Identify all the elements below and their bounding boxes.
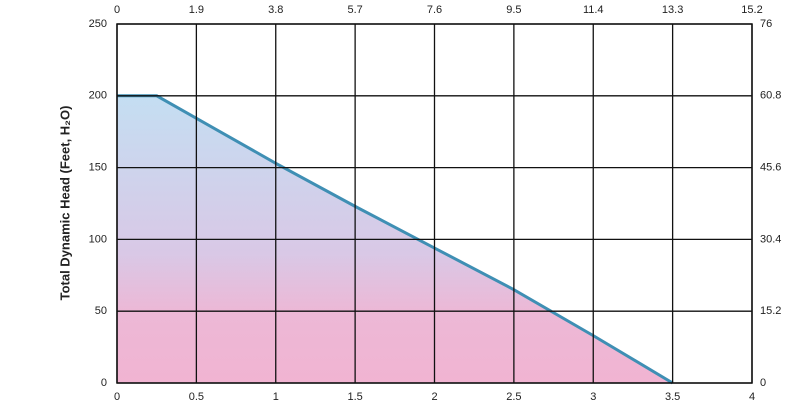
x-tick-label: 3 (590, 391, 596, 403)
x-tick-label: 2.5 (506, 391, 521, 403)
y-tick-label: 200 (89, 90, 107, 102)
y2-tick-label: 76 (760, 18, 772, 30)
y2-tick-label: 15.2 (760, 305, 781, 317)
x2-tick-label: 11.4 (583, 4, 604, 16)
y-tick-label: 50 (95, 305, 107, 317)
x2-tick-label: 9.5 (506, 4, 521, 16)
x2-tick-label: 1.9 (189, 4, 204, 16)
x2-tick-label: 0 (114, 4, 120, 16)
y-tick-label: 150 (89, 162, 107, 174)
x-tick-label: 2 (431, 391, 437, 403)
y-tick-label: 100 (89, 233, 107, 245)
x-tick-label: 3.5 (665, 391, 680, 403)
x-tick-label: 1.5 (347, 391, 362, 403)
x2-tick-label: 5.7 (347, 4, 362, 16)
y-tick-label: 0 (101, 377, 107, 389)
y2-tick-label: 0 (760, 377, 766, 389)
x2-tick-label: 13.3 (662, 4, 683, 16)
plot-frame (116, 23, 753, 384)
x-tick-label: 1 (273, 391, 279, 403)
y2-tick-label: 30.4 (760, 233, 781, 245)
x2-tick-label: 3.8 (268, 4, 283, 16)
y-tick-label: 250 (89, 18, 107, 30)
y2-tick-label: 45.6 (760, 162, 781, 174)
curve-line (117, 94, 674, 385)
x-tick-label: 0 (114, 391, 120, 403)
y2-tick-label: 60.8 (760, 90, 781, 102)
x2-tick-label: 15.2 (741, 4, 762, 16)
y-axis-label: Total Dynamic Head (Feet, H₂O) (57, 106, 72, 301)
x-tick-label: 4 (749, 391, 755, 403)
x2-tick-label: 7.6 (427, 4, 442, 16)
x-tick-label: 0.5 (189, 391, 204, 403)
